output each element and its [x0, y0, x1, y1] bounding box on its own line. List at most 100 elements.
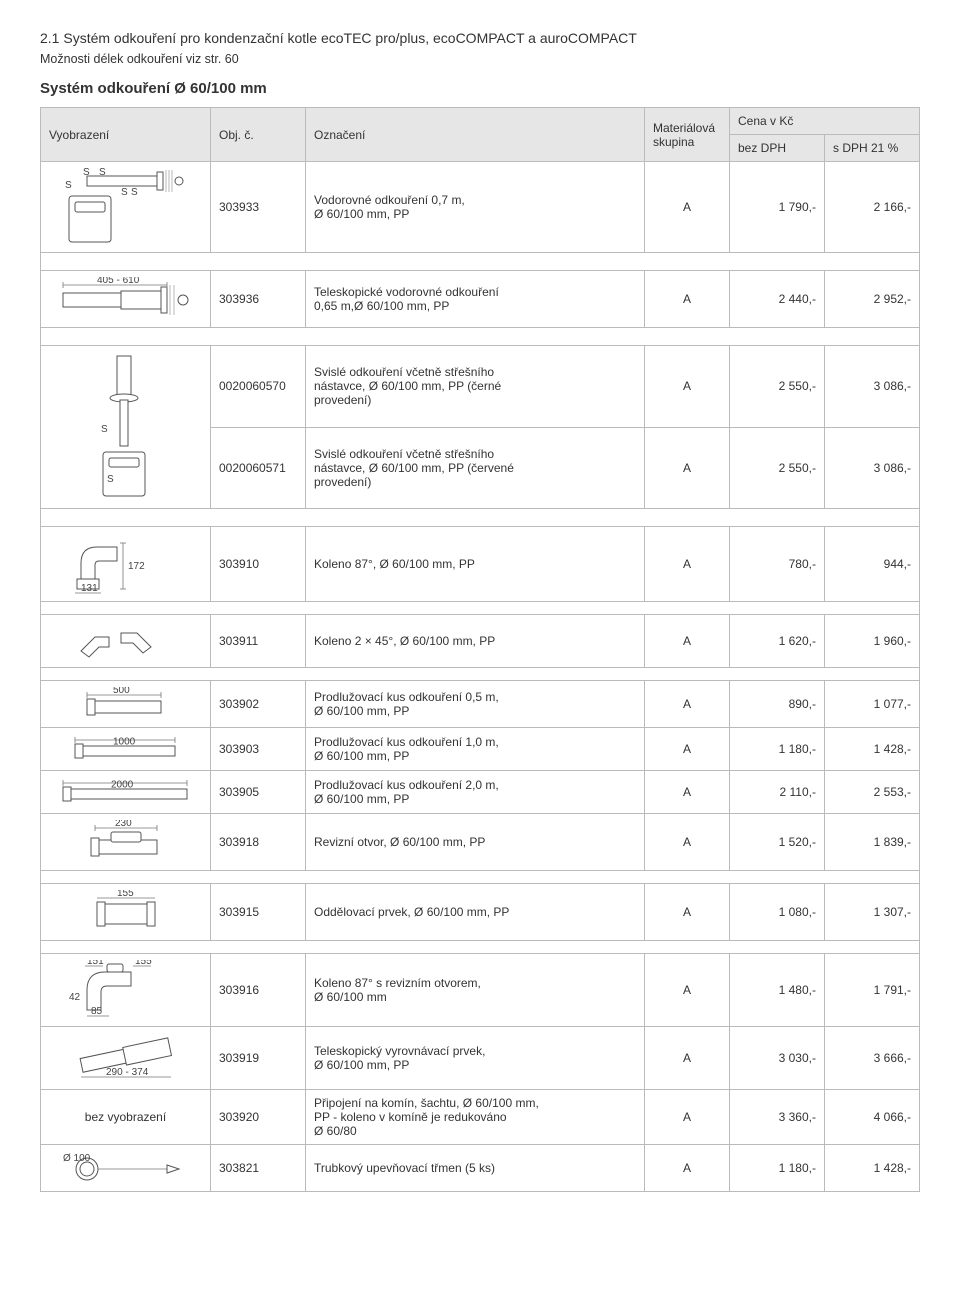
cell-p2: 3 666,-: [824, 1027, 919, 1090]
cell-code: 303915: [211, 884, 306, 941]
cell-mat: A: [644, 427, 729, 509]
svg-text:S: S: [131, 187, 138, 198]
cell-desc: Teleskopický vyrovnávací prvek,Ø 60/100 …: [306, 1027, 645, 1090]
diagram-elbow-2x45: [41, 615, 211, 668]
cell-mat: A: [644, 954, 729, 1027]
cell-code: 303903: [211, 728, 306, 771]
col-price-vat: s DPH 21 %: [824, 135, 919, 162]
diagram-horizontal-flue: S S S S S: [41, 162, 211, 253]
svg-text:2000: 2000: [111, 779, 134, 790]
cell-p1: 3 360,-: [729, 1090, 824, 1145]
table-row: 230 303918 Revizní otvor, Ø 60/100 mm, P…: [41, 814, 920, 871]
subtitle: Možnosti délek odkouření viz str. 60: [40, 52, 920, 66]
cell-mat: A: [644, 728, 729, 771]
table-row: 500 303902 Prodlužovací kus odkouření 0,…: [41, 681, 920, 728]
cell-p1: 1 180,-: [729, 1145, 824, 1192]
cell-p2: 3 086,-: [824, 427, 919, 509]
diagram-vertical-flue: S S: [41, 346, 211, 509]
col-mat: Materiálová skupina: [644, 108, 729, 162]
cell-desc: Trubkový upevňovací třmen (5 ks): [306, 1145, 645, 1192]
diagram-extension-2000: 2000: [41, 771, 211, 814]
cell-code: 303919: [211, 1027, 306, 1090]
diagram-telescopic-compensator: 290 - 374: [41, 1027, 211, 1090]
cell-p1: 890,-: [729, 681, 824, 728]
cell-p2: 3 086,-: [824, 346, 919, 428]
cell-p2: 2 952,-: [824, 271, 919, 328]
no-image-label: bez vyobrazení: [41, 1090, 211, 1145]
cell-mat: A: [644, 527, 729, 602]
cell-code: 303916: [211, 954, 306, 1027]
cell-p2: 1 960,-: [824, 615, 919, 668]
cell-mat: A: [644, 681, 729, 728]
diagram-elbow-inspection: 151 155 42 85: [41, 954, 211, 1027]
table-row: 405 - 610 303936 Teleskopické vodorovné …: [41, 271, 920, 328]
svg-text:290 - 374: 290 - 374: [106, 1067, 149, 1078]
cell-desc: Připojení na komín, šachtu, Ø 60/100 mm,…: [306, 1090, 645, 1145]
svg-text:S: S: [121, 187, 128, 198]
cell-desc: Svislé odkouření včetně střešníhonástavc…: [306, 346, 645, 428]
cell-p1: 2 550,-: [729, 427, 824, 509]
cell-mat: A: [644, 1090, 729, 1145]
cell-code: 0020060571: [211, 427, 306, 509]
diagram-extension-500: 500: [41, 681, 211, 728]
cell-p1: 2 550,-: [729, 346, 824, 428]
cell-p1: 1 520,-: [729, 814, 824, 871]
cell-code: 303936: [211, 271, 306, 328]
cell-mat: A: [644, 162, 729, 253]
cell-mat: A: [644, 814, 729, 871]
cell-desc: Svislé odkouření včetně střešníhonástavc…: [306, 427, 645, 509]
cell-desc: Prodlužovací kus odkouření 0,5 m,Ø 60/10…: [306, 681, 645, 728]
svg-text:42: 42: [69, 992, 81, 1003]
table-row: 1000 303903 Prodlužovací kus odkouření 1…: [41, 728, 920, 771]
svg-text:S: S: [107, 474, 114, 485]
cell-code: 303933: [211, 162, 306, 253]
cell-p1: 780,-: [729, 527, 824, 602]
cell-code: 303910: [211, 527, 306, 602]
table-row: 155 303915 Oddělovací prvek, Ø 60/100 mm…: [41, 884, 920, 941]
cell-mat: A: [644, 884, 729, 941]
table-row: S S 0020060570 Svislé odkouření včetně s…: [41, 346, 920, 428]
cell-code: 303821: [211, 1145, 306, 1192]
section-title: 2.1 Systém odkouření pro kondenzační kot…: [40, 30, 920, 46]
col-price-novat: bez DPH: [729, 135, 824, 162]
table-row: 172 131 303910 Koleno 87°, Ø 60/100 mm, …: [41, 527, 920, 602]
svg-text:500: 500: [113, 687, 130, 696]
svg-text:172: 172: [128, 561, 145, 572]
cell-desc: Koleno 87° s revizním otvorem,Ø 60/100 m…: [306, 954, 645, 1027]
cell-code: 303905: [211, 771, 306, 814]
col-price-group: Cena v Kč: [729, 108, 919, 135]
svg-text:155: 155: [117, 890, 134, 899]
cell-code: 303918: [211, 814, 306, 871]
svg-text:S: S: [65, 180, 72, 191]
col-image: Vyobrazení: [41, 108, 211, 162]
cell-p2: 944,-: [824, 527, 919, 602]
cell-p2: 2 166,-: [824, 162, 919, 253]
cell-p1: 1 790,-: [729, 162, 824, 253]
diagram-separator: 155: [41, 884, 211, 941]
cell-p1: 1 180,-: [729, 728, 824, 771]
svg-text:Ø 100: Ø 100: [63, 1153, 91, 1164]
diagram-clamp: Ø 100: [41, 1145, 211, 1192]
table-row: S S S S S 303933 Vodorovné odkouření 0,7…: [41, 162, 920, 253]
svg-text:151: 151: [87, 960, 104, 967]
cell-mat: A: [644, 615, 729, 668]
cell-mat: A: [644, 346, 729, 428]
cell-p1: 1 480,-: [729, 954, 824, 1027]
cell-p2: 1 428,-: [824, 728, 919, 771]
flue-system-table: Vyobrazení Obj. č. Označení Materiálová …: [40, 107, 920, 1192]
cell-desc: Koleno 2 × 45°, Ø 60/100 mm, PP: [306, 615, 645, 668]
cell-mat: A: [644, 771, 729, 814]
cell-p2: 1 077,-: [824, 681, 919, 728]
cell-code: 303911: [211, 615, 306, 668]
table-row: 290 - 374 303919 Teleskopický vyrovnávac…: [41, 1027, 920, 1090]
cell-p1: 2 110,-: [729, 771, 824, 814]
svg-text:S: S: [101, 424, 108, 435]
cell-desc: Revizní otvor, Ø 60/100 mm, PP: [306, 814, 645, 871]
table-row: 151 155 42 85 303916 Koleno 87° s revizn…: [41, 954, 920, 1027]
svg-text:85: 85: [91, 1006, 103, 1017]
cell-p2: 1 839,-: [824, 814, 919, 871]
cell-desc: Oddělovací prvek, Ø 60/100 mm, PP: [306, 884, 645, 941]
system-title: Systém odkouření Ø 60/100 mm: [40, 80, 920, 97]
cell-code: 0020060570: [211, 346, 306, 428]
svg-text:230: 230: [115, 820, 132, 829]
